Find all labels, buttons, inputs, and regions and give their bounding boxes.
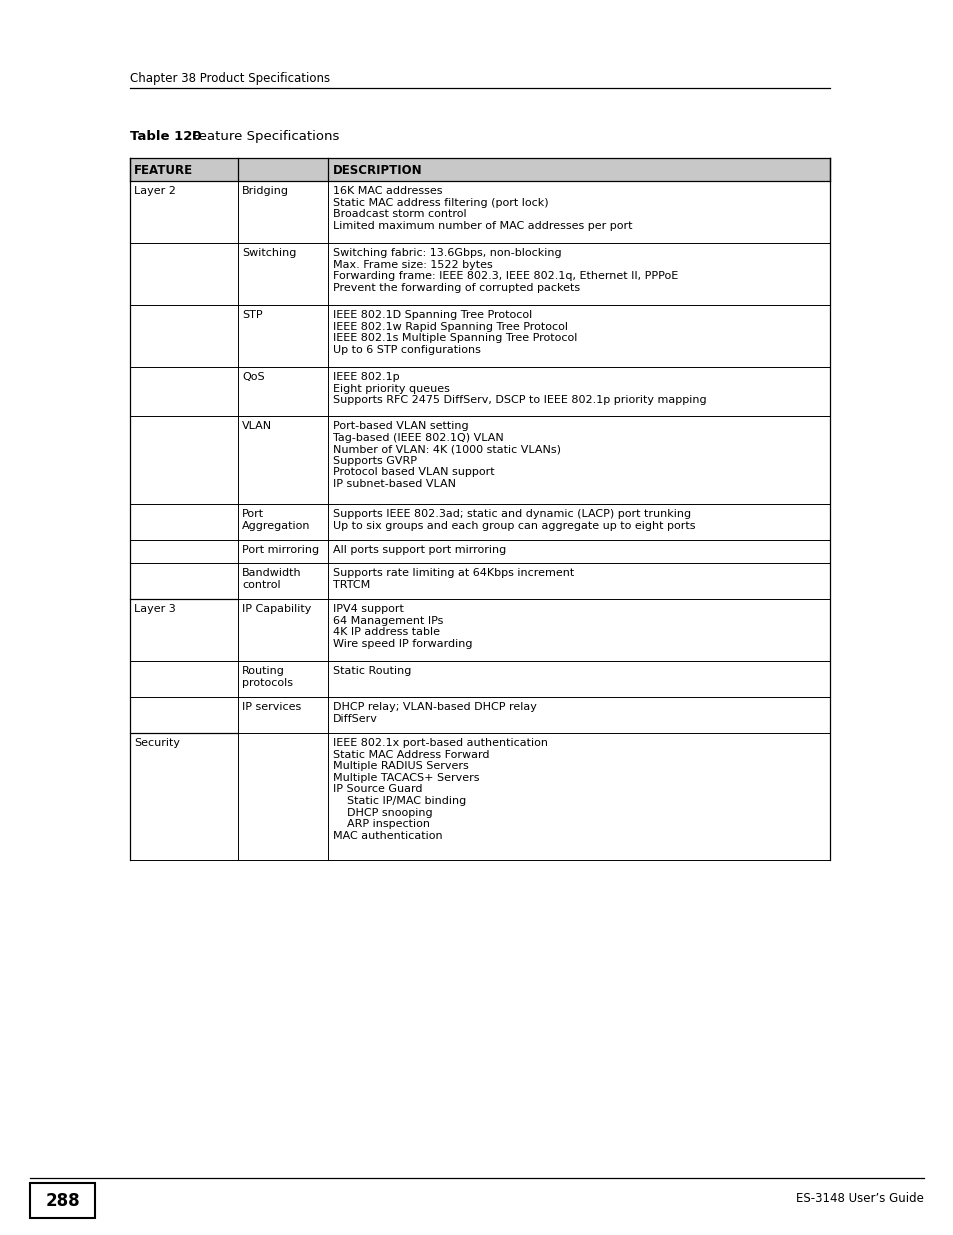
Text: Supports rate limiting at 64Kbps increment
TRTCM: Supports rate limiting at 64Kbps increme… [333, 568, 574, 589]
Text: Table 120: Table 120 [130, 130, 201, 143]
Bar [130, 540, 829, 563]
Text: DESCRIPTION: DESCRIPTION [333, 164, 422, 177]
Text: Layer 2: Layer 2 [133, 186, 175, 196]
Text: Supports IEEE 802.3ad; static and dynamic (LACP) port trunking
Up to six groups : Supports IEEE 802.3ad; static and dynami… [333, 509, 695, 531]
Text: Bandwidth
control: Bandwidth control [242, 568, 301, 589]
Bar [130, 158, 829, 182]
Bar [130, 661, 829, 697]
Text: Layer 3: Layer 3 [133, 604, 175, 614]
Text: IP services: IP services [242, 701, 301, 713]
Bar [130, 243, 829, 305]
Bar [130, 599, 829, 661]
Text: IEEE 802.1p
Eight priority queues
Supports RFC 2475 DiffServ, DSCP to IEEE 802.1: IEEE 802.1p Eight priority queues Suppor… [333, 372, 706, 405]
Bar [130, 305, 829, 367]
Bar [130, 563, 829, 599]
Text: Chapter 38 Product Specifications: Chapter 38 Product Specifications [130, 72, 330, 85]
Text: Port-based VLAN setting
Tag-based (IEEE 802.1Q) VLAN
Number of VLAN: 4K (1000 st: Port-based VLAN setting Tag-based (IEEE … [333, 421, 560, 489]
Text: All ports support port mirroring: All ports support port mirroring [333, 545, 506, 555]
Text: QoS: QoS [242, 372, 264, 382]
Text: Switching fabric: 13.6Gbps, non-blocking
Max. Frame size: 1522 bytes
Forwarding : Switching fabric: 13.6Gbps, non-blocking… [333, 248, 678, 293]
Text: Port mirroring: Port mirroring [242, 545, 319, 555]
Bar [30, 1183, 95, 1218]
Text: Routing
protocols: Routing protocols [242, 666, 293, 688]
Text: IP Capability: IP Capability [242, 604, 311, 614]
Text: Switching: Switching [242, 248, 296, 258]
Text: Bridging: Bridging [242, 186, 289, 196]
Bar [130, 504, 829, 540]
Text: STP: STP [242, 310, 262, 320]
Bar [130, 182, 829, 243]
Bar [130, 416, 829, 504]
Text: DHCP relay; VLAN-based DHCP relay
DiffServ: DHCP relay; VLAN-based DHCP relay DiffSe… [333, 701, 537, 724]
Text: FEATURE: FEATURE [133, 164, 193, 177]
Bar [130, 697, 829, 734]
Text: IPV4 support
64 Management IPs
4K IP address table
Wire speed IP forwarding: IPV4 support 64 Management IPs 4K IP add… [333, 604, 472, 648]
Text: Static Routing: Static Routing [333, 666, 411, 676]
Text: 16K MAC addresses
Static MAC address filtering (port lock)
Broadcast storm contr: 16K MAC addresses Static MAC address fil… [333, 186, 632, 231]
Bar [130, 734, 829, 860]
Text: 288: 288 [45, 1192, 80, 1209]
Text: VLAN: VLAN [242, 421, 272, 431]
Text: IEEE 802.1x port-based authentication
Static MAC Address Forward
Multiple RADIUS: IEEE 802.1x port-based authentication St… [333, 739, 547, 841]
Text: ES-3148 User’s Guide: ES-3148 User’s Guide [796, 1192, 923, 1204]
Text: IEEE 802.1D Spanning Tree Protocol
IEEE 802.1w Rapid Spanning Tree Protocol
IEEE: IEEE 802.1D Spanning Tree Protocol IEEE … [333, 310, 577, 354]
Text: Security: Security [133, 739, 180, 748]
Bar [130, 367, 829, 416]
Text: Feature Specifications: Feature Specifications [192, 130, 339, 143]
Bar [30, 1183, 95, 1218]
Text: Port
Aggregation: Port Aggregation [242, 509, 310, 531]
